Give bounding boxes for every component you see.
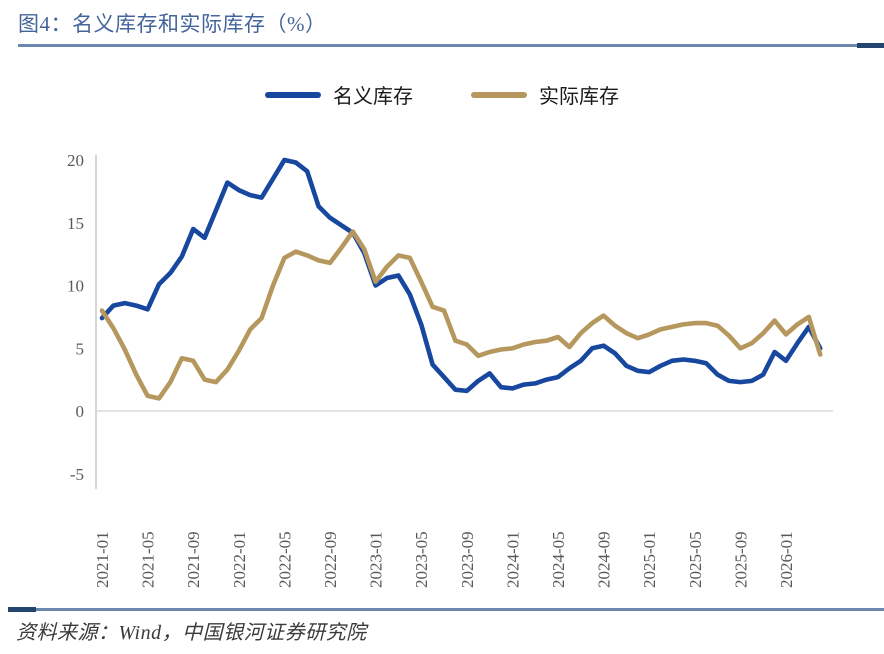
series-line-0: [99, 157, 823, 394]
x-tick-label: 2021-09: [184, 531, 203, 588]
x-tick-label: 2025-01: [640, 531, 659, 588]
legend-item-nominal: 名义库存: [265, 80, 413, 109]
x-tick-label: 2023-09: [458, 531, 477, 588]
y-tick-label: -5: [70, 465, 84, 484]
x-tick-label: 2022-09: [321, 531, 340, 588]
footer-rule-accent: [8, 607, 36, 612]
y-tick-label: 10: [67, 277, 84, 296]
y-tick-label: 5: [76, 339, 85, 358]
x-tick-label: 2024-05: [549, 531, 568, 588]
chart-legend: 名义库存 实际库存: [0, 80, 884, 109]
y-tick-label: 0: [76, 402, 85, 421]
y-tick-label: 20: [67, 151, 84, 170]
nominal-series-swatch: [265, 91, 321, 98]
x-tick-label: 2023-05: [412, 531, 431, 588]
figure-title: 图4：名义库存和实际库存（%）: [18, 12, 327, 36]
x-tick-label: 2026-01: [777, 531, 796, 588]
x-tick-label: 2021-05: [139, 531, 158, 588]
source-note: 资料来源：Wind，中国银河证券研究院: [16, 622, 367, 644]
footer-rule: [8, 608, 884, 611]
nominal-series-label: 名义库存: [333, 86, 413, 108]
x-tick-label: 2023-01: [367, 531, 386, 588]
x-tick-label: 2022-01: [230, 531, 249, 588]
legend-item-real: 实际库存: [471, 80, 619, 109]
x-tick-label: 2024-09: [595, 531, 614, 588]
title-underline-rule: [18, 44, 884, 47]
y-tick-label: 15: [67, 214, 84, 233]
series-line-1: [99, 229, 823, 401]
title-rule-accent: [857, 43, 884, 48]
x-tick-label: 2025-05: [686, 531, 705, 588]
real-series-label: 实际库存: [539, 86, 619, 108]
x-tick-label: 2025-09: [731, 531, 750, 588]
x-tick-label: 2024-01: [503, 531, 522, 588]
x-tick-label: 2021-01: [93, 531, 112, 588]
x-tick-label: 2022-05: [275, 531, 294, 588]
real-series-swatch: [471, 91, 527, 98]
